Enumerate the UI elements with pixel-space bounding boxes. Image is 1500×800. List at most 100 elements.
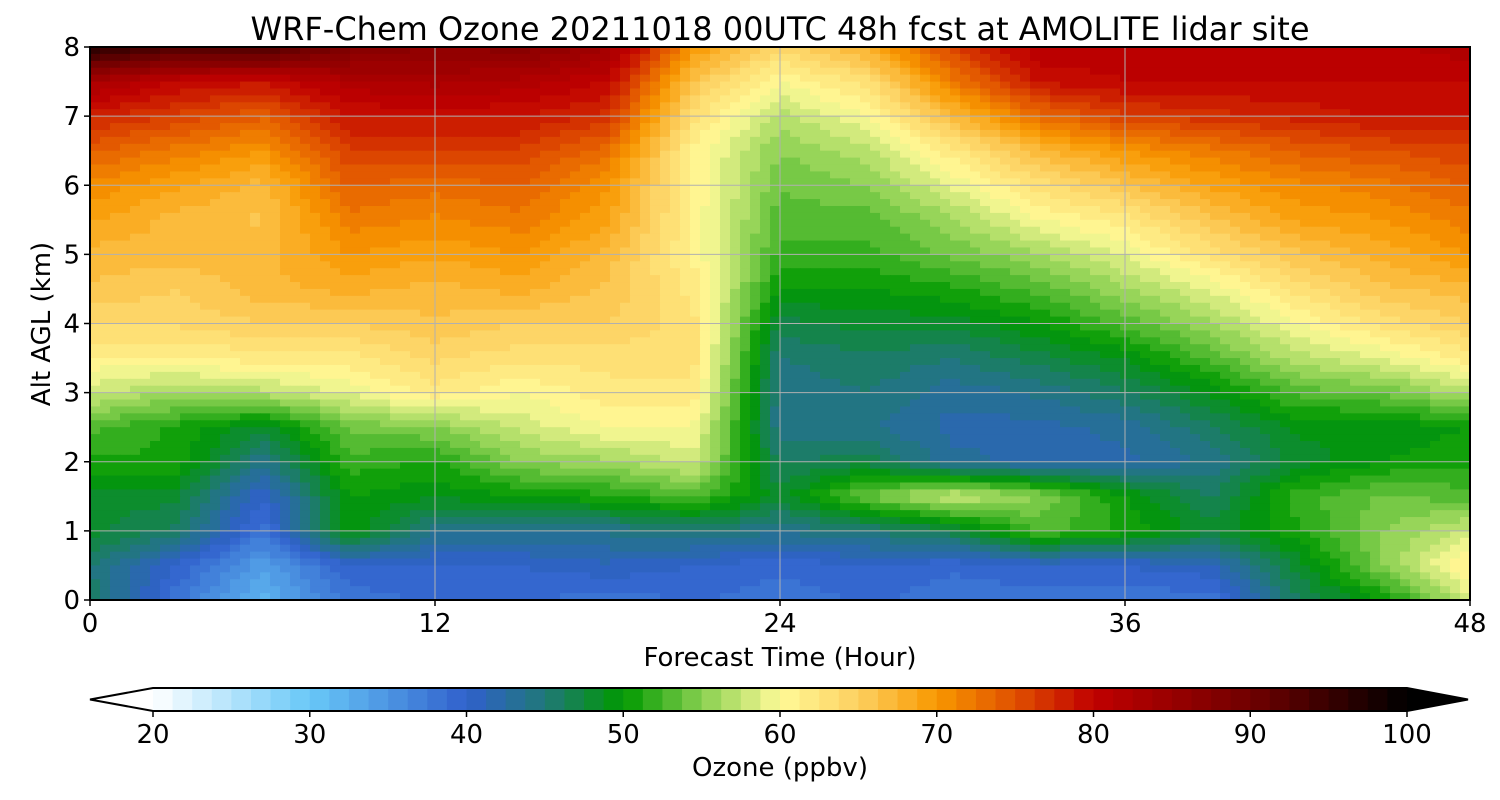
heat-cell [490,185,501,193]
heat-cell [560,95,571,103]
heat-cell [740,136,751,145]
heat-cell [1460,129,1471,138]
heat-cell [580,226,591,235]
heat-cell [170,282,181,290]
heat-cell [730,67,741,76]
heat-cell [1160,102,1171,110]
heat-cell [1180,143,1191,152]
heat-cell [880,47,891,55]
heat-cell [720,233,731,242]
heat-cell [970,129,981,138]
heat-cell [870,275,881,283]
heat-cell [970,226,981,235]
heat-cell [260,199,271,207]
heat-cell [1090,102,1101,110]
heat-cell [1050,60,1061,69]
heat-cell [370,88,381,96]
heat-cell [780,150,791,159]
heat-cell [1190,116,1201,124]
heat-cell [90,185,101,193]
heat-cell [310,157,321,166]
heat-cell [690,60,701,69]
heat-cell [760,254,771,262]
heat-cell [800,81,811,90]
heat-cell [970,275,981,283]
heat-cell [1210,212,1221,221]
heat-cell [380,185,391,193]
heat-cell [810,143,821,152]
heat-cell [1050,192,1061,200]
heat-cell [330,212,341,221]
heat-cell [310,185,321,193]
heat-cell [380,109,391,117]
heat-cell [1080,192,1091,200]
heat-cell [1140,240,1151,249]
heat-cell [760,282,771,290]
heat-cell [700,268,711,276]
heat-cell [1280,185,1291,193]
heat-cell [1090,81,1101,90]
heat-cell [120,53,131,62]
heat-cell [310,47,321,55]
heat-cell [100,282,111,290]
heat-cell [570,143,581,152]
heat-cell [1100,247,1111,255]
heat-cell [1410,199,1421,207]
heat-cell [1260,74,1271,83]
heat-cell [1390,88,1401,96]
heat-cell [1330,47,1341,55]
heat-cell [380,288,391,297]
heat-cell [150,282,161,290]
heat-cell [820,150,831,159]
heat-cell [1440,102,1451,110]
heat-cell [1080,247,1091,255]
heat-cell [1170,212,1181,221]
heat-cell [620,226,631,235]
heat-cell [580,192,591,200]
heat-cell [800,268,811,276]
heat-cell [1350,275,1361,283]
heat-cell [490,81,501,90]
heat-cell [540,254,551,262]
heat-cell [180,95,191,103]
heat-cell [710,219,721,228]
heat-cell [200,178,211,186]
heat-cell [1150,60,1161,69]
heat-cell [1110,288,1121,297]
heat-cell [240,185,251,193]
heat-cell [760,261,771,269]
heat-cell [820,81,831,90]
heat-cell [1070,199,1081,207]
heat-cell [1420,157,1431,166]
heat-cell [350,185,361,193]
heat-cell [820,123,831,131]
heat-cell [360,261,371,269]
heat-cell [290,81,301,90]
heat-cell [380,233,391,242]
heat-cell [1350,74,1361,83]
heat-cell [110,178,121,186]
heat-cell [940,288,951,297]
heat-cell [290,74,301,83]
heat-cell [670,136,681,145]
heat-cell [1210,129,1221,138]
heat-cell [1020,192,1031,200]
heat-cell [560,171,571,179]
heat-cell [880,109,891,117]
heat-cell [650,95,661,103]
heat-cell [1160,150,1171,159]
heat-cell [550,205,561,214]
heat-cell [260,212,271,221]
heat-cell [1310,164,1321,173]
heat-cell [580,60,591,69]
heat-cell [110,109,121,117]
heat-cell [1390,254,1401,262]
heat-cell [1190,164,1201,173]
heat-cell [140,60,151,69]
heat-cell [310,254,321,262]
heat-cell [990,67,1001,76]
heat-cell [830,74,841,83]
heat-cell [140,178,151,186]
heat-cell [590,129,601,138]
heat-cell [370,74,381,83]
